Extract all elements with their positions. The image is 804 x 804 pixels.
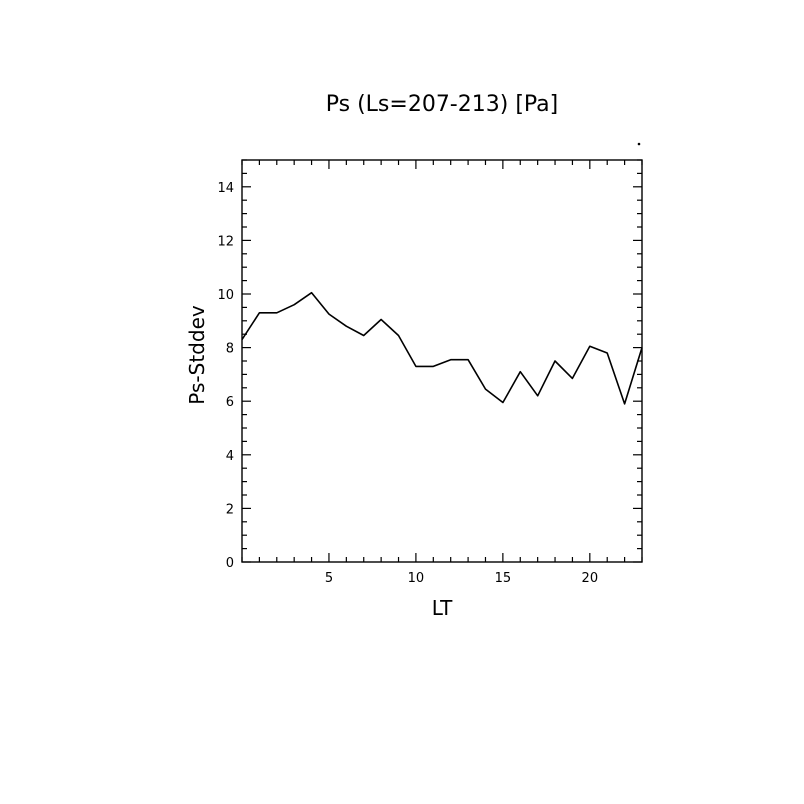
tick-labels: 5 10 15 20 0 2 4 6 8 10 12 14 <box>217 181 598 586</box>
y-tick-label: 14 <box>217 181 234 196</box>
y-tick-label: 0 <box>226 556 234 571</box>
y-tick-label: 12 <box>217 234 234 249</box>
y-tick-label: 4 <box>226 449 234 464</box>
plot-frame <box>241 159 643 563</box>
x-tick-label: 15 <box>495 571 512 586</box>
x-tick-label: 5 <box>325 571 333 586</box>
x-tick-label: 10 <box>408 571 425 586</box>
y-tick-label: 6 <box>226 395 234 410</box>
x-axis-label: LT <box>432 596 453 620</box>
chart-title: Ps (Ls=207-213) [Pa] <box>326 92 559 117</box>
x-tick-label: 20 <box>582 571 599 586</box>
y-axis-label: Ps-Stddev <box>185 305 209 405</box>
axis-ticks <box>241 159 643 563</box>
y-tick-label: 10 <box>217 288 234 303</box>
y-tick-label: 2 <box>226 502 234 517</box>
y-tick-label: 8 <box>226 342 234 357</box>
series-line <box>241 291 643 405</box>
corner-dot <box>637 142 641 146</box>
